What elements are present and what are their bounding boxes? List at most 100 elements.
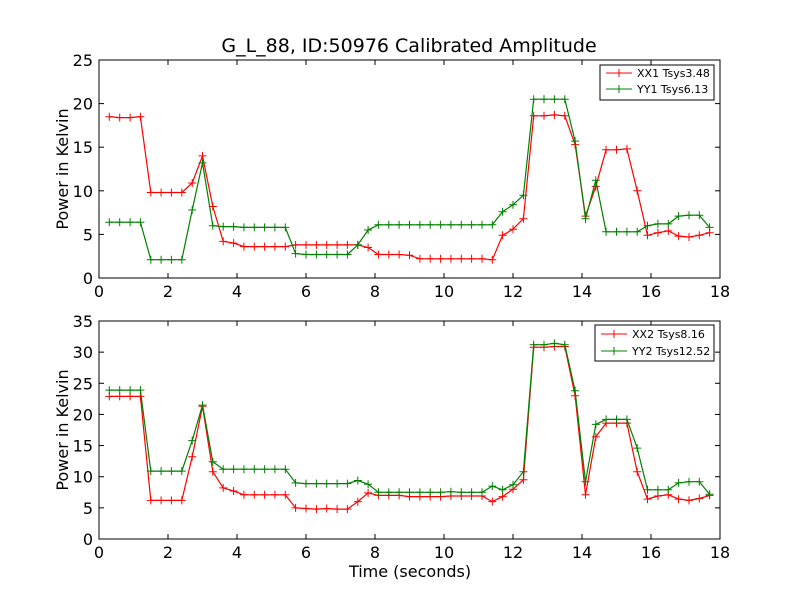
bottom-data-point	[498, 492, 507, 501]
top-data-point	[333, 250, 342, 259]
bottom-x-tick-label: 0	[94, 543, 104, 562]
bottom-data-point	[208, 457, 217, 466]
top-data-point	[291, 249, 300, 258]
top-data-point	[560, 111, 569, 120]
top-data-point	[177, 188, 186, 197]
top-data-point	[157, 188, 166, 197]
bottom-data-point	[550, 339, 559, 348]
top-y-axis-label: Power in Kelvin	[53, 108, 72, 229]
top-data-point	[498, 207, 507, 216]
bottom-data-point	[167, 496, 176, 505]
bottom-data-point	[208, 467, 217, 476]
top-data-point	[395, 250, 404, 259]
bottom-data-point	[146, 496, 155, 505]
top-legend: XX1 Tsys3.48 YY1 Tsys6.13	[599, 64, 715, 101]
top-data-point	[239, 242, 248, 251]
top-data-point	[633, 227, 642, 236]
top-data-point	[633, 186, 642, 195]
bottom-data-point	[436, 488, 445, 497]
bottom-y-axis-label: Power in Kelvin	[53, 369, 72, 490]
bottom-x-tick-label: 16	[641, 543, 661, 562]
top-data-point	[571, 137, 580, 146]
top-y-tick-label: 20	[73, 95, 93, 114]
bottom-data-point	[498, 485, 507, 494]
bottom-y-tick-label: 25	[73, 374, 93, 393]
bottom-data-point	[198, 401, 207, 410]
bottom-data-point	[643, 495, 652, 504]
top-data-point	[602, 145, 611, 154]
bottom-data-point	[281, 465, 290, 474]
top-panel: 0 2 4 6 8 10 12 14 16 18 0 5 10 15 20 25 Power in Kelvi…	[53, 51, 730, 301]
top-data-point	[653, 219, 662, 228]
top-x-tick-label: 2	[163, 282, 173, 301]
bottom-data-point	[664, 485, 673, 494]
top-data-point	[550, 95, 559, 104]
top-data-point	[415, 220, 424, 229]
top-data-point	[126, 218, 135, 227]
bottom-data-point	[333, 505, 342, 514]
top-data-point	[457, 254, 466, 263]
bottom-data-point	[239, 465, 248, 474]
top-data-point	[622, 227, 631, 236]
bottom-y-tick-label: 35	[73, 312, 93, 331]
top-data-point	[126, 113, 135, 122]
bottom-x-tick-label: 6	[301, 543, 311, 562]
top-data-point	[478, 254, 486, 263]
bottom-data-point	[157, 496, 166, 505]
bottom-x-tick-label: 14	[572, 543, 592, 562]
top-data-point	[374, 250, 383, 259]
bottom-data-point	[105, 386, 114, 395]
bottom-data-point	[695, 494, 704, 503]
top-data-point	[270, 223, 279, 232]
top-data-point	[177, 255, 186, 264]
bottom-data-point	[374, 488, 383, 497]
bottom-data-point	[250, 465, 259, 474]
bottom-data-point	[322, 479, 331, 488]
bottom-data-point	[488, 497, 497, 506]
top-data-point	[488, 220, 497, 229]
top-data-point	[219, 237, 228, 246]
bottom-data-point	[384, 488, 393, 497]
top-data-point	[136, 218, 145, 227]
top-data-point	[467, 220, 476, 229]
top-data-point	[498, 231, 507, 240]
bottom-plot-area: 0 2 4 6 8 10 12 14 16 18 0 5 10 15 20 25 30 35	[73, 312, 731, 562]
bottom-data-point	[312, 479, 321, 488]
top-data-point	[509, 200, 517, 209]
top-x-tick-label: 18	[710, 282, 730, 301]
top-data-point	[312, 240, 321, 249]
top-data-point	[312, 250, 321, 259]
top-data-point	[250, 223, 259, 232]
top-data-point	[208, 221, 217, 230]
top-y-tick-label: 5	[83, 225, 93, 244]
legend-label-xx1: XX1 Tsys3.48	[637, 67, 710, 80]
top-data-point	[674, 212, 683, 221]
bottom-y-tick-label: 5	[83, 499, 93, 518]
bottom-data-point	[602, 415, 611, 424]
bottom-axes-frame	[98, 320, 721, 540]
bottom-data-point	[364, 488, 373, 497]
bottom-data-point	[291, 478, 300, 487]
bottom-data-point	[177, 496, 186, 505]
top-data-point	[674, 232, 683, 241]
top-data-point	[146, 255, 155, 264]
top-data-point	[374, 220, 383, 229]
top-data-point	[405, 251, 414, 260]
top-data-point	[157, 255, 166, 264]
top-data-point	[540, 111, 548, 120]
top-x-tick-label: 8	[370, 282, 380, 301]
top-data-point	[612, 227, 621, 236]
bottom-data-point	[685, 477, 693, 486]
bottom-data-point	[540, 340, 548, 349]
legend-label-yy1: YY1 Tsys6.13	[636, 83, 708, 96]
top-data-point	[695, 231, 704, 240]
bottom-data-point	[219, 465, 228, 474]
top-y-tick-label: 25	[73, 51, 93, 70]
bottom-data-point	[188, 436, 197, 445]
top-data-point	[343, 250, 352, 259]
bottom-y-tick-label: 15	[73, 437, 93, 456]
bottom-series-line-0	[109, 345, 710, 510]
bottom-data-point	[633, 467, 642, 476]
bottom-y-tick-label: 20	[73, 405, 93, 424]
top-data-point	[529, 111, 538, 120]
